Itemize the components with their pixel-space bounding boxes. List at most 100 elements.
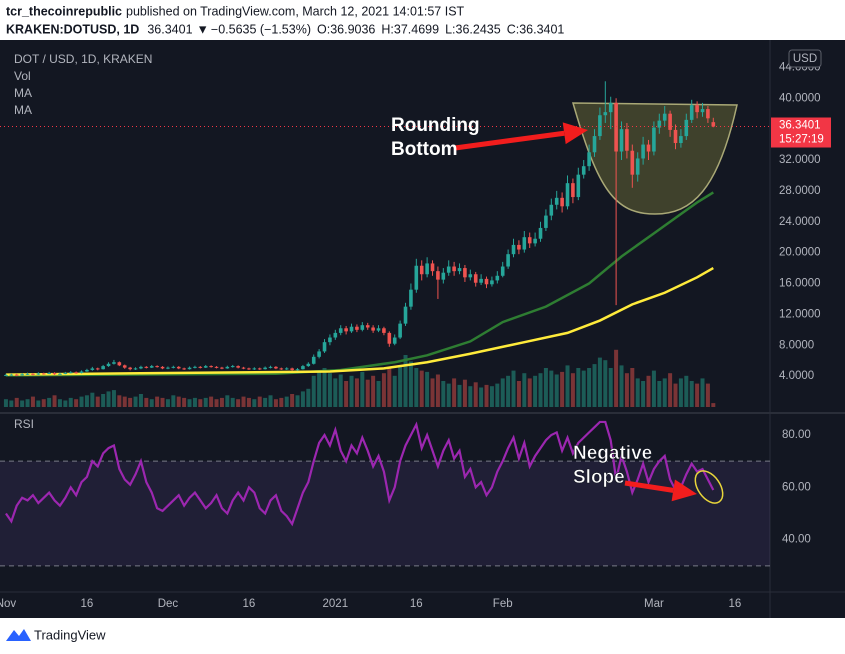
candle-body bbox=[625, 129, 629, 151]
volume-bar bbox=[68, 397, 73, 407]
candle-body bbox=[490, 280, 494, 285]
candle-body bbox=[284, 368, 289, 370]
candle-body bbox=[446, 266, 451, 273]
volume-bar bbox=[95, 396, 100, 407]
volume-bar bbox=[489, 386, 494, 407]
volume-bar bbox=[371, 375, 376, 407]
volume-bar bbox=[155, 396, 160, 407]
candle-body bbox=[36, 373, 41, 375]
volume-bar bbox=[576, 368, 581, 407]
currency: USD bbox=[793, 53, 817, 65]
volume-bar bbox=[284, 396, 289, 407]
candle-body bbox=[587, 152, 591, 167]
candle-body bbox=[571, 183, 575, 198]
candle-body bbox=[608, 102, 613, 113]
candle-body bbox=[301, 366, 305, 370]
chart-bg bbox=[0, 40, 845, 618]
candle-body bbox=[473, 274, 478, 283]
y-tick-label: 24.0000 bbox=[779, 216, 821, 228]
volume-bar bbox=[122, 396, 127, 407]
candle-body bbox=[581, 166, 586, 175]
rounding-bottom-shape bbox=[572, 102, 738, 215]
volume-bar bbox=[360, 371, 365, 407]
legend-item: Vol bbox=[14, 69, 31, 83]
rsi-tick-label: 40.00 bbox=[782, 534, 811, 546]
volume-bar bbox=[30, 396, 35, 407]
y-tick-label: 40.0000 bbox=[779, 92, 821, 104]
rsi-tick-label: 80.00 bbox=[782, 429, 811, 441]
volume-bar bbox=[257, 396, 262, 407]
x-tick-label: 16 bbox=[410, 598, 423, 610]
candle-body bbox=[457, 268, 462, 272]
candle-body bbox=[171, 366, 176, 368]
volume-bar bbox=[84, 395, 89, 407]
x-tick-label: Dec bbox=[158, 598, 179, 610]
candle-body bbox=[90, 368, 95, 370]
volume-bar bbox=[495, 383, 500, 407]
volume-bar bbox=[538, 373, 543, 407]
volume-bar bbox=[516, 381, 521, 407]
volume-bar bbox=[689, 381, 694, 407]
volume-bar bbox=[182, 397, 187, 407]
volume-bar bbox=[662, 378, 667, 407]
footer-bg bbox=[0, 618, 845, 654]
candle-body bbox=[322, 342, 327, 352]
volume-bar bbox=[219, 397, 224, 407]
candle-body bbox=[58, 373, 62, 375]
candle-body bbox=[187, 367, 192, 370]
annotation-arrow bbox=[454, 130, 565, 151]
candle-body bbox=[554, 197, 559, 205]
candle-body bbox=[565, 183, 570, 207]
volume-bar bbox=[700, 378, 705, 407]
candle-body bbox=[112, 362, 116, 364]
candle-body bbox=[247, 368, 251, 370]
volume-bar bbox=[678, 378, 683, 407]
candle-body bbox=[603, 112, 608, 116]
volume-bar bbox=[57, 399, 62, 407]
volume-bar bbox=[128, 397, 133, 407]
volume-bar bbox=[381, 373, 386, 407]
legend-item: MA bbox=[14, 103, 32, 117]
candle-body bbox=[463, 268, 467, 278]
candle-body bbox=[619, 129, 624, 152]
volume-bar bbox=[441, 381, 446, 407]
volume-bar bbox=[79, 396, 84, 407]
candle-body bbox=[14, 374, 19, 376]
volume-bar bbox=[333, 378, 338, 407]
candle-body bbox=[360, 325, 365, 330]
candle-body bbox=[635, 158, 640, 175]
countdown: 15:27:19 bbox=[779, 134, 824, 146]
volume-bar bbox=[695, 383, 700, 407]
volume-bar bbox=[198, 399, 203, 407]
volume-bar bbox=[479, 387, 484, 407]
volume-bar bbox=[365, 379, 370, 407]
candle-body bbox=[365, 325, 370, 328]
volume-bar bbox=[74, 399, 79, 407]
volume-bar bbox=[684, 375, 689, 407]
volume-bar bbox=[144, 397, 149, 407]
volume-bar bbox=[327, 373, 332, 407]
candle-body bbox=[252, 368, 257, 370]
volume-bar bbox=[165, 399, 170, 407]
candle-body bbox=[122, 365, 127, 368]
volume-bar bbox=[651, 370, 656, 407]
footer-logo bbox=[6, 629, 31, 641]
candle-body bbox=[657, 120, 662, 128]
volume-bar bbox=[192, 397, 197, 407]
volume-bar bbox=[549, 370, 554, 407]
volume-bar bbox=[506, 375, 511, 407]
candle-body bbox=[214, 366, 219, 368]
candle-body bbox=[436, 271, 440, 280]
volume-bar bbox=[603, 360, 608, 407]
candle-body bbox=[176, 366, 181, 369]
volume-bar bbox=[36, 400, 41, 407]
candle-body bbox=[511, 244, 516, 255]
candle-body bbox=[139, 366, 143, 369]
volume-bar bbox=[587, 368, 592, 407]
candle-body bbox=[344, 328, 348, 332]
candle-body bbox=[679, 136, 683, 144]
candle-body bbox=[47, 373, 51, 375]
volume-bar bbox=[160, 397, 165, 407]
candle-body bbox=[711, 122, 716, 127]
volume-bar bbox=[138, 394, 143, 407]
